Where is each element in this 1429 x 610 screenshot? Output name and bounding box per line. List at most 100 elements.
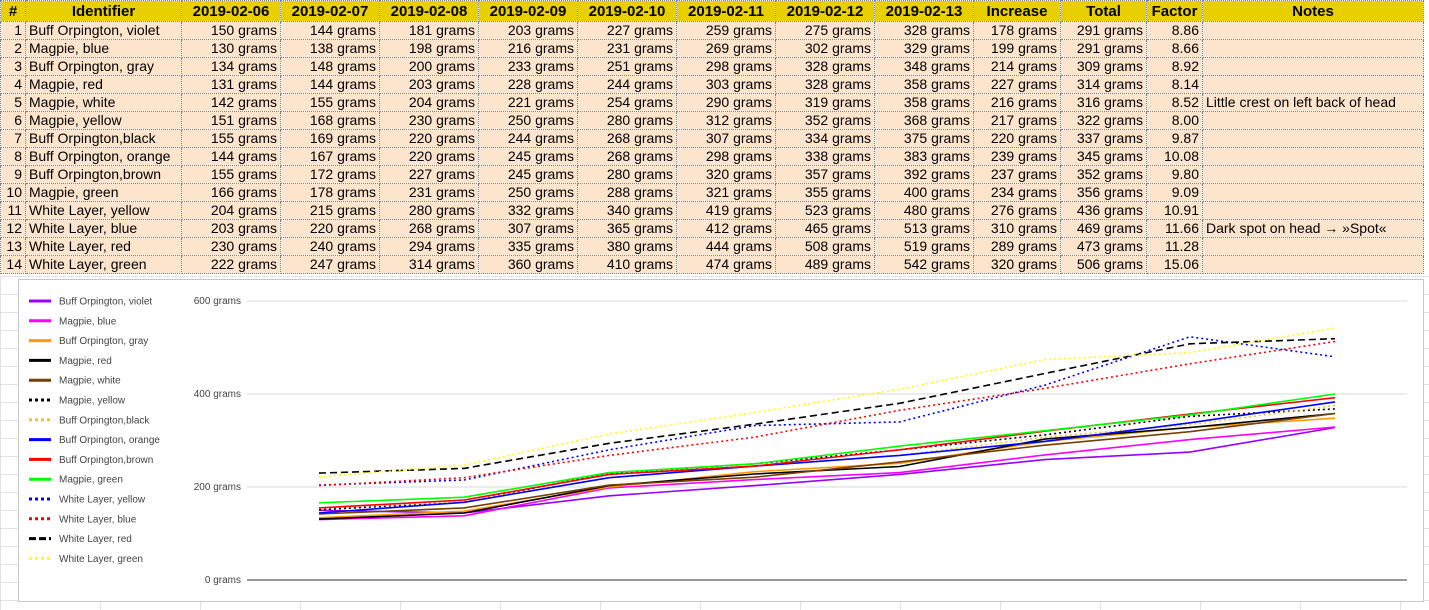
value-cell[interactable]: 172 grams <box>280 165 380 184</box>
value-cell[interactable]: 322 grams <box>1060 111 1147 130</box>
column-header[interactable]: 2019-02-07 <box>280 0 380 22</box>
notes-cell[interactable] <box>1202 183 1424 202</box>
value-cell[interactable]: 9.80 <box>1146 165 1203 184</box>
notes-cell[interactable] <box>1202 129 1424 148</box>
series-line[interactable] <box>318 426 1336 514</box>
value-cell[interactable]: 465 grams <box>775 219 875 238</box>
value-cell[interactable]: 289 grams <box>973 237 1061 256</box>
value-cell[interactable]: 134 grams <box>181 57 281 76</box>
value-cell[interactable]: 316 grams <box>1060 93 1147 112</box>
notes-cell[interactable]: Dark spot on head → »Spot« <box>1202 219 1424 238</box>
value-cell[interactable]: 237 grams <box>973 165 1061 184</box>
row-number-cell[interactable]: 4 <box>0 75 26 94</box>
value-cell[interactable]: 11.28 <box>1146 237 1203 256</box>
value-cell[interactable]: 302 grams <box>775 39 875 58</box>
identifier-cell[interactable]: Buff Orpington,black <box>25 129 182 148</box>
value-cell[interactable]: 221 grams <box>478 93 578 112</box>
value-cell[interactable]: 444 grams <box>676 237 776 256</box>
value-cell[interactable]: 275 grams <box>775 21 875 40</box>
value-cell[interactable]: 290 grams <box>676 93 776 112</box>
row-number-cell[interactable]: 14 <box>0 255 26 274</box>
value-cell[interactable]: 199 grams <box>973 39 1061 58</box>
value-cell[interactable]: 227 grams <box>973 75 1061 94</box>
value-cell[interactable]: 357 grams <box>775 165 875 184</box>
column-header[interactable]: 2019-02-09 <box>478 0 578 22</box>
value-cell[interactable]: 216 grams <box>478 39 578 58</box>
value-cell[interactable]: 148 grams <box>280 57 380 76</box>
value-cell[interactable]: 337 grams <box>1060 129 1147 148</box>
value-cell[interactable]: 244 grams <box>478 129 578 148</box>
value-cell[interactable]: 220 grams <box>379 147 479 166</box>
value-cell[interactable]: 200 grams <box>379 57 479 76</box>
value-cell[interactable]: 230 grams <box>379 111 479 130</box>
value-cell[interactable]: 294 grams <box>379 237 479 256</box>
identifier-cell[interactable]: White Layer, green <box>25 255 182 274</box>
value-cell[interactable]: 216 grams <box>973 93 1061 112</box>
notes-cell[interactable] <box>1202 237 1424 256</box>
value-cell[interactable]: 280 grams <box>379 201 479 220</box>
row-number-cell[interactable]: 13 <box>0 237 26 256</box>
value-cell[interactable]: 220 grams <box>379 129 479 148</box>
value-cell[interactable]: 352 grams <box>1060 165 1147 184</box>
embedded-line-chart[interactable]: 0 grams 200 grams 400 grams 600 grams Buff … <box>18 279 1424 602</box>
value-cell[interactable]: 474 grams <box>676 255 776 274</box>
value-cell[interactable]: 244 grams <box>577 75 677 94</box>
value-cell[interactable]: 150 grams <box>181 21 281 40</box>
value-cell[interactable]: 473 grams <box>1060 237 1147 256</box>
series-line[interactable] <box>318 335 1336 486</box>
value-cell[interactable]: 298 grams <box>676 57 776 76</box>
notes-cell[interactable] <box>1202 147 1424 166</box>
value-cell[interactable]: 506 grams <box>1060 255 1147 274</box>
value-cell[interactable]: 345 grams <box>1060 147 1147 166</box>
value-cell[interactable]: 217 grams <box>973 111 1061 130</box>
value-cell[interactable]: 214 grams <box>973 57 1061 76</box>
value-cell[interactable]: 247 grams <box>280 255 380 274</box>
value-cell[interactable]: 228 grams <box>478 75 578 94</box>
column-header[interactable]: 2019-02-06 <box>181 0 281 22</box>
value-cell[interactable]: 280 grams <box>577 165 677 184</box>
value-cell[interactable]: 8.00 <box>1146 111 1203 130</box>
series-line[interactable] <box>318 401 1336 514</box>
value-cell[interactable]: 240 grams <box>280 237 380 256</box>
value-cell[interactable]: 167 grams <box>280 147 380 166</box>
identifier-cell[interactable]: Buff Orpington, violet <box>25 21 182 40</box>
value-cell[interactable]: 8.92 <box>1146 57 1203 76</box>
value-cell[interactable]: 269 grams <box>676 39 776 58</box>
value-cell[interactable]: 230 grams <box>181 237 281 256</box>
value-cell[interactable]: 307 grams <box>676 129 776 148</box>
value-cell[interactable]: 328 grams <box>874 21 974 40</box>
value-cell[interactable]: 360 grams <box>478 255 578 274</box>
value-cell[interactable]: 220 grams <box>280 219 380 238</box>
column-header[interactable]: Identifier <box>25 0 182 22</box>
value-cell[interactable]: 523 grams <box>775 201 875 220</box>
identifier-cell[interactable]: White Layer, red <box>25 237 182 256</box>
value-cell[interactable]: 234 grams <box>973 183 1061 202</box>
value-cell[interactable]: 320 grams <box>973 255 1061 274</box>
line-chart-svg[interactable]: 0 grams 200 grams 400 grams 600 grams Buff … <box>19 280 1423 601</box>
series-line[interactable] <box>318 337 1336 474</box>
value-cell[interactable]: 166 grams <box>181 183 281 202</box>
value-cell[interactable]: 233 grams <box>478 57 578 76</box>
value-cell[interactable]: 10.91 <box>1146 201 1203 220</box>
series-line[interactable] <box>318 393 1336 504</box>
value-cell[interactable]: 334 grams <box>775 129 875 148</box>
value-cell[interactable]: 309 grams <box>1060 57 1147 76</box>
row-number-cell[interactable]: 9 <box>0 165 26 184</box>
column-header[interactable]: Notes <box>1202 0 1424 22</box>
row-number-cell[interactable]: 10 <box>0 183 26 202</box>
value-cell[interactable]: 8.14 <box>1146 75 1203 94</box>
notes-cell[interactable] <box>1202 111 1424 130</box>
value-cell[interactable]: 410 grams <box>577 255 677 274</box>
notes-cell[interactable] <box>1202 201 1424 220</box>
value-cell[interactable]: 144 grams <box>280 21 380 40</box>
value-cell[interactable]: 358 grams <box>874 93 974 112</box>
value-cell[interactable]: 375 grams <box>874 129 974 148</box>
value-cell[interactable]: 335 grams <box>478 237 578 256</box>
column-header[interactable]: 2019-02-10 <box>577 0 677 22</box>
value-cell[interactable]: 231 grams <box>577 39 677 58</box>
value-cell[interactable]: 291 grams <box>1060 39 1147 58</box>
value-cell[interactable]: 259 grams <box>676 21 776 40</box>
value-cell[interactable]: 358 grams <box>874 75 974 94</box>
row-number-cell[interactable]: 5 <box>0 93 26 112</box>
value-cell[interactable]: 203 grams <box>379 75 479 94</box>
